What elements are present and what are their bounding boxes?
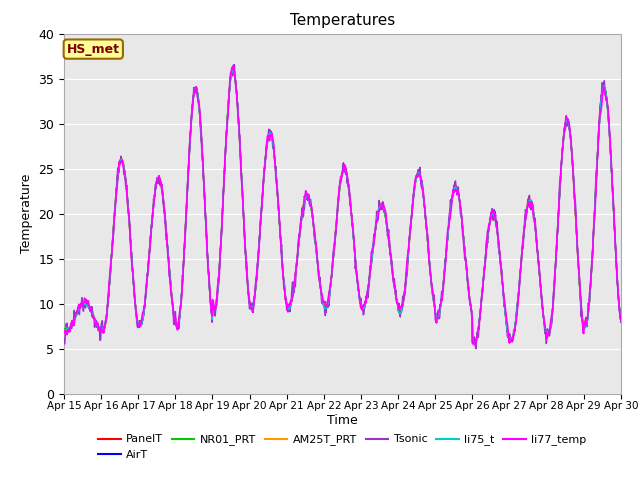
X-axis label: Time: Time: [327, 414, 358, 427]
Title: Temperatures: Temperatures: [290, 13, 395, 28]
Y-axis label: Temperature: Temperature: [20, 174, 33, 253]
Text: HS_met: HS_met: [67, 43, 120, 56]
Legend: PanelT, AirT, NR01_PRT, AM25T_PRT, Tsonic, li75_t, li77_temp: PanelT, AirT, NR01_PRT, AM25T_PRT, Tsoni…: [99, 434, 586, 460]
